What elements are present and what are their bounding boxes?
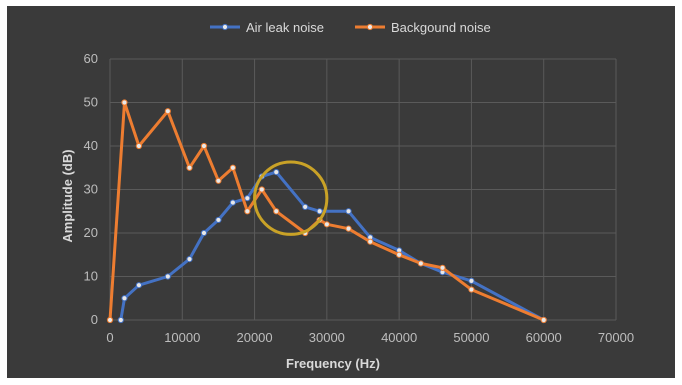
series-backgound-noise	[106, 99, 547, 324]
y-tick-label: 10	[84, 269, 98, 284]
data-point	[117, 316, 124, 324]
data-point	[164, 108, 171, 115]
data-point	[135, 142, 143, 150]
data-point	[186, 256, 193, 263]
data-point	[468, 277, 475, 284]
data-point	[258, 186, 265, 193]
data-point	[121, 295, 128, 302]
x-tick-label: 60000	[526, 330, 562, 345]
x-tick-label: 50000	[453, 330, 489, 345]
legend: Air leak noise Backgound noise	[210, 20, 491, 35]
data-point	[229, 199, 236, 206]
data-point	[200, 142, 208, 150]
data-point	[345, 225, 352, 232]
x-tick-label: 70000	[598, 330, 634, 345]
legend-item: Air leak noise	[210, 20, 324, 35]
legend-item: Backgound noise	[355, 20, 491, 35]
x-tick-label: 20000	[236, 330, 272, 345]
legend-label: Air leak noise	[246, 20, 324, 35]
data-point	[244, 208, 251, 215]
data-point	[121, 99, 128, 106]
y-tick-label: 20	[84, 225, 98, 240]
y-tick-label: 30	[84, 182, 98, 197]
x-tick-label: 40000	[381, 330, 417, 345]
legend-marker	[366, 23, 374, 31]
data-point	[367, 238, 374, 245]
x-axis-title: Frequency (Hz)	[286, 356, 380, 371]
legend-marker	[221, 23, 229, 31]
x-tick-label: 0	[106, 330, 113, 345]
data-point	[200, 229, 208, 237]
y-axis-title: Amplitude (dB)	[60, 149, 75, 242]
y-axis-ticks: 0 10 20 30 40 50 60	[84, 51, 98, 327]
data-point	[396, 251, 403, 258]
highlight-circle	[253, 160, 329, 236]
series-line	[119, 170, 545, 322]
y-tick-label: 60	[84, 51, 98, 66]
data-point	[244, 195, 251, 202]
line-chart: 0 10000 20000 30000 40000 50000 60000 70000 0 10…	[60, 20, 634, 371]
x-tick-label: 10000	[164, 330, 200, 345]
series-lines	[106, 99, 547, 324]
legend-label: Backgound noise	[391, 20, 491, 35]
data-point	[229, 164, 236, 171]
data-point	[106, 316, 114, 324]
data-point	[273, 208, 280, 215]
data-point	[302, 203, 309, 210]
data-point	[540, 316, 547, 324]
x-axis-ticks: 0 10000 20000 30000 40000 50000 60000 70000	[106, 330, 634, 345]
y-tick-label: 0	[91, 312, 98, 327]
data-point	[345, 208, 352, 215]
data-point	[215, 216, 222, 224]
x-tick-label: 30000	[309, 330, 345, 345]
data-point	[215, 177, 222, 184]
grid-lines	[109, 58, 617, 321]
data-point	[186, 164, 193, 171]
y-tick-label: 50	[84, 95, 98, 110]
data-point	[164, 273, 171, 280]
data-point	[323, 221, 330, 228]
y-tick-label: 40	[84, 138, 98, 153]
data-point	[439, 264, 446, 271]
data-point	[468, 286, 475, 293]
data-point	[135, 282, 143, 289]
data-point	[417, 260, 424, 267]
data-point	[316, 208, 323, 215]
chart-frame: 0 10000 20000 30000 40000 50000 60000 70000 0 10…	[7, 6, 675, 378]
annotation-circle	[253, 160, 329, 236]
data-point	[273, 169, 280, 176]
